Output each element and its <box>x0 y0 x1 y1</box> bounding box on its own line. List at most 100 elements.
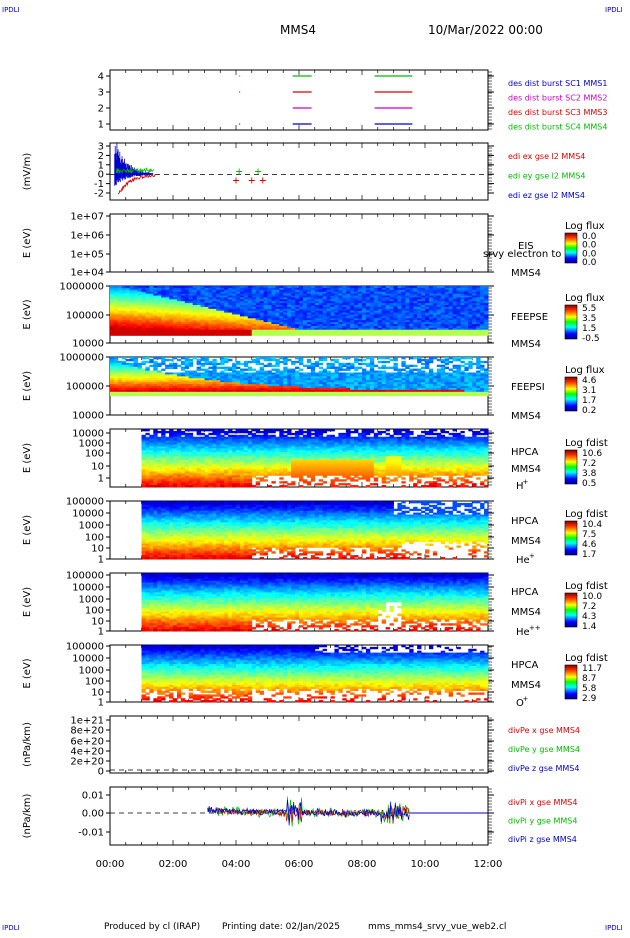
spectrogram-cell <box>484 334 488 336</box>
spectrogram-cell <box>236 367 240 369</box>
spectrogram-cell <box>413 365 417 367</box>
spectrogram-cell <box>327 394 331 396</box>
spectrogram-cell <box>122 394 126 396</box>
spectrogram-cell <box>394 334 398 336</box>
spectrogram-cell <box>366 334 370 336</box>
colorbar-tick: 1.7 <box>582 396 596 406</box>
spectrogram-cell <box>240 334 244 336</box>
spectrogram-cell <box>327 334 331 336</box>
colorbar-tick: 0.0 <box>582 258 597 268</box>
feepsi-image <box>110 357 488 396</box>
spectrogram-cell <box>453 359 457 361</box>
spectrogram-cell <box>413 369 417 371</box>
spectrogram-cell <box>378 334 382 336</box>
spectrogram-cell <box>291 363 295 365</box>
spacecraft-title: MMS4 <box>280 23 316 37</box>
y-tick-label: 1 <box>98 474 104 485</box>
spectrogram-cell <box>291 334 295 336</box>
spectrogram-cell <box>311 334 315 336</box>
spectrogram-cell <box>472 334 476 336</box>
spectrogram-cell <box>145 485 149 487</box>
spectrogram-cell <box>149 485 153 487</box>
spectrogram-cell <box>370 334 374 336</box>
eis-panel-frame <box>110 214 488 272</box>
spectrogram-cell <box>130 394 134 396</box>
spacecraft-label: MMS4 <box>511 411 541 422</box>
spectrogram-cell <box>437 394 441 396</box>
spectrogram-cell <box>358 394 362 396</box>
spacecraft-label: MMS4 <box>511 268 541 279</box>
spectrogram-cell <box>122 334 126 336</box>
spectrogram-cell <box>185 334 189 336</box>
spectrogram-cell <box>295 334 299 336</box>
colorbar-tick: 1.5 <box>582 324 596 334</box>
spectrogram-cell <box>181 334 185 336</box>
spectrogram-cell <box>413 357 417 359</box>
spectrogram-cell <box>228 334 232 336</box>
spectrogram-cell <box>224 334 228 336</box>
colorbar-title: Log flux <box>565 293 605 304</box>
spectrogram-cell <box>201 369 205 371</box>
spectrogram-cell <box>157 485 161 487</box>
corner-label-top-left: IPDLI <box>2 6 20 14</box>
spectrogram-cell <box>212 334 216 336</box>
y-tick-label: 10000 <box>72 411 104 422</box>
spectrogram-cell <box>362 394 366 396</box>
spectrogram-cell <box>350 394 354 396</box>
spectrogram-cell <box>382 394 386 396</box>
y-tick-label: 1000000 <box>59 282 104 293</box>
y-tick-label: 1e+04 <box>70 268 104 279</box>
spectrogram-cell <box>350 367 354 369</box>
colorbar <box>565 377 577 411</box>
spectrogram-cell <box>279 361 283 363</box>
y-tick-label: 2 <box>98 104 104 115</box>
spectrogram-cell <box>378 394 382 396</box>
spectrogram-cell <box>342 394 346 396</box>
spectrogram-cell <box>145 394 149 396</box>
spectrogram-cell <box>275 365 279 367</box>
spectrogram-cell <box>228 394 232 396</box>
spectrogram-cell <box>362 363 366 365</box>
spectrogram-cell <box>145 433 149 435</box>
spectrogram-cell <box>315 334 319 336</box>
y-tick-label: 1e+05 <box>70 250 104 261</box>
spectrogram-cell <box>421 394 425 396</box>
spectrogram-cell <box>358 359 362 361</box>
spectrogram-cell <box>216 367 220 369</box>
spectrogram-cell <box>197 369 201 371</box>
spectrogram-cell <box>173 367 177 369</box>
spectrogram-cell <box>362 334 366 336</box>
spectrogram-cell <box>260 394 264 396</box>
spectrogram-cell <box>248 334 252 336</box>
spectrogram-cell <box>283 363 287 365</box>
spectrogram-cell <box>346 357 350 359</box>
spectrogram-cell <box>264 365 268 367</box>
edi-marker <box>260 178 266 184</box>
spectrogram-cell <box>445 334 449 336</box>
spectrogram-cell <box>110 334 114 336</box>
spectrogram-cell <box>464 357 468 359</box>
spectrogram-cell <box>110 394 114 396</box>
spectrogram-cell <box>390 394 394 396</box>
spectrogram-cell <box>271 394 275 396</box>
y-tick-label: 100 <box>85 449 104 460</box>
colorbar-tick: 4.6 <box>582 376 597 386</box>
spectrogram-cell <box>153 334 157 336</box>
colorbar-title: Log flux <box>565 365 605 376</box>
spectrogram-cell <box>397 394 401 396</box>
spectrogram-cell <box>484 361 488 363</box>
spectrogram-cell <box>366 357 370 359</box>
spectrogram-cell <box>138 394 142 396</box>
spectrogram-cell <box>114 394 118 396</box>
spectrogram-cell <box>232 334 236 336</box>
spectrogram-cell <box>122 357 126 359</box>
spectrogram-cell <box>397 334 401 336</box>
spectrogram-cell <box>193 357 197 359</box>
spectrogram-cell <box>268 394 272 396</box>
spectrogram-cell <box>472 394 476 396</box>
spectrogram-cell <box>177 365 181 367</box>
spectrogram-cell <box>425 394 429 396</box>
y-tick-label: 3 <box>98 88 104 99</box>
spectrogram-cell <box>177 334 181 336</box>
